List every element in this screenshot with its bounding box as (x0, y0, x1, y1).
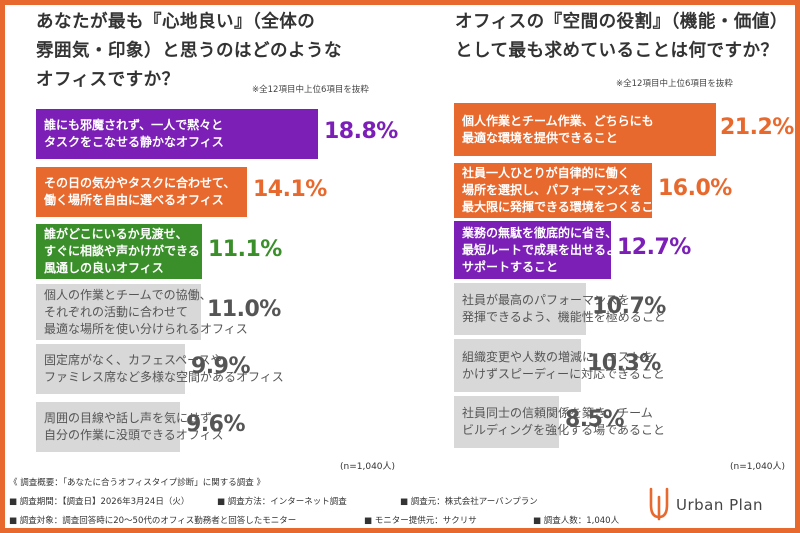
bar-value-label: 12.7% (617, 235, 691, 260)
right-sample-size: (n=1,040人) (730, 462, 786, 472)
bar-category-label: 固定席がなく、カフェスペースや ファミレス席など多様な空間があるオフィス (44, 353, 284, 384)
bar-category-label: 組織変更や人数の増減に、コストを かけずスピーディーに対応できること (462, 349, 665, 381)
bar-category-label: 誰にも邪魔されず、一人で黙々と タスクをこなせる静かなオフィス (44, 118, 224, 149)
bar-category-label: 社員一人ひとりが自律的に働く 場所を選択し、パフォーマンスを 最大限に発揮できる… (462, 166, 666, 214)
bar-category-label: 社員同士の信頼関係を築き、チーム ビルディングを強化する場であること (462, 406, 666, 437)
bar-value-label: 18.8% (324, 119, 398, 144)
bar: 誰にも邪魔されず、一人で黙々と タスクをこなせる静かなオフィス (36, 109, 318, 159)
bar: 個人作業とチーム作業、どちらにも 最適な環境を提供できること (454, 103, 716, 156)
bar: 組織変更や人数の増減に、コストを かけずスピーディーに対応できること (454, 339, 665, 392)
survey-source: ■ 調査元：株式会社アーバンプラン (400, 497, 538, 507)
bar-category-label: その日の気分やタスクに合わせて、 働く場所を自由に選べるオフィス (44, 176, 236, 207)
bar-value-label: 9.6% (186, 412, 246, 437)
right-question-title: オフィスの『空間の役割』（機能・価値） として最も求めていることは何ですか？ (455, 12, 788, 61)
bar-value-label: 14.1% (253, 177, 327, 202)
bar-value-label: 11.1% (208, 236, 282, 262)
survey-target: ■ 調査対象：調査回答時に20〜50代のオフィス勤務者と回答したモニター (9, 516, 297, 526)
bar-value-label: 10.7% (592, 294, 666, 319)
bar: 固定席がなく、カフェスペースや ファミレス席など多様な空間があるオフィス (36, 344, 284, 394)
urban-plan-logo-text: Urban Plan (676, 496, 764, 514)
bar-value-label: 10.3% (587, 350, 661, 376)
bar: その日の気分やタスクに合わせて、 働く場所を自由に選べるオフィス (36, 167, 247, 217)
monitor-provider: ■ モニター提供元：サクリサ (364, 516, 477, 526)
bar-value-label: 11.0% (207, 297, 281, 322)
urban-plan-logo-mark (649, 487, 669, 521)
bar: 社員一人ひとりが自律的に働く 場所を選択し、パフォーマンスを 最大限に発揮できる… (454, 163, 666, 218)
survey-count: ■ 調査人数：1,040人 (533, 516, 620, 526)
right-note: ※全12項目中上位6項目を抜粋 (616, 79, 733, 89)
bar: 誰がどこにいるか見渡せ、 すぐに相談や声かけができる 風通しの良いオフィス (36, 224, 202, 279)
left-note: ※全12項目中上位6項目を抜粋 (252, 85, 369, 95)
bar-value-label: 16.0% (658, 175, 732, 201)
bar-value-label: 21.2% (720, 114, 794, 140)
survey-overview-title: 《 調査概要：「あなたに合うオフィスタイプ診断」に関する調査 》 (9, 478, 265, 488)
survey-period: ■ 調査期間：【調査日】2026年3月24日（火） (9, 497, 190, 507)
bar-value-label: 9.9% (191, 354, 251, 379)
bar-category-label: 業務の無駄を徹底的に省き、 最短ルートで成果を出せるよう サポートすること (462, 225, 631, 274)
bar: 個人の作業とチームでの協働、 それぞれの活動に合わせて 最適な場所を使い分けられ… (36, 284, 248, 340)
survey-method: ■ 調査方法：インターネット調査 (217, 497, 347, 507)
bar-category-label: 個人作業とチーム作業、どちらにも 最適な環境を提供できること (462, 113, 654, 145)
bar-category-label: 個人の作業とチームでの協働、 それぞれの活動に合わせて 最適な場所を使い分けられ… (44, 287, 248, 336)
bar-category-label: 社員が最高のパフォーマンスを 発揮できるよう、機能性を極めること (462, 293, 666, 324)
left-question-title: あなたが最も『心地良い』（全体の 雰囲気・印象）と思うのはどのような オフィスで… (36, 12, 342, 90)
left-sample-size: (n=1,040人) (340, 462, 396, 472)
bar: 社員が最高のパフォーマンスを 発揮できるよう、機能性を極めること (454, 283, 666, 335)
bar-category-label: 周囲の目線や話し声を気にせず、 自分の作業に没頭できるオフィス (44, 411, 224, 442)
bar: 周囲の目線や話し声を気にせず、 自分の作業に没頭できるオフィス (36, 402, 224, 452)
bar-category-label: 誰がどこにいるか見渡せ、 すぐに相談や声かけができる 風通しの良いオフィス (44, 227, 200, 275)
bar: 業務の無駄を徹底的に省き、 最短ルートで成果を出せるよう サポートすること (454, 221, 630, 279)
bar-value-label: 8.5% (565, 407, 625, 432)
bar: 社員同士の信頼関係を築き、チーム ビルディングを強化する場であること (454, 396, 665, 448)
